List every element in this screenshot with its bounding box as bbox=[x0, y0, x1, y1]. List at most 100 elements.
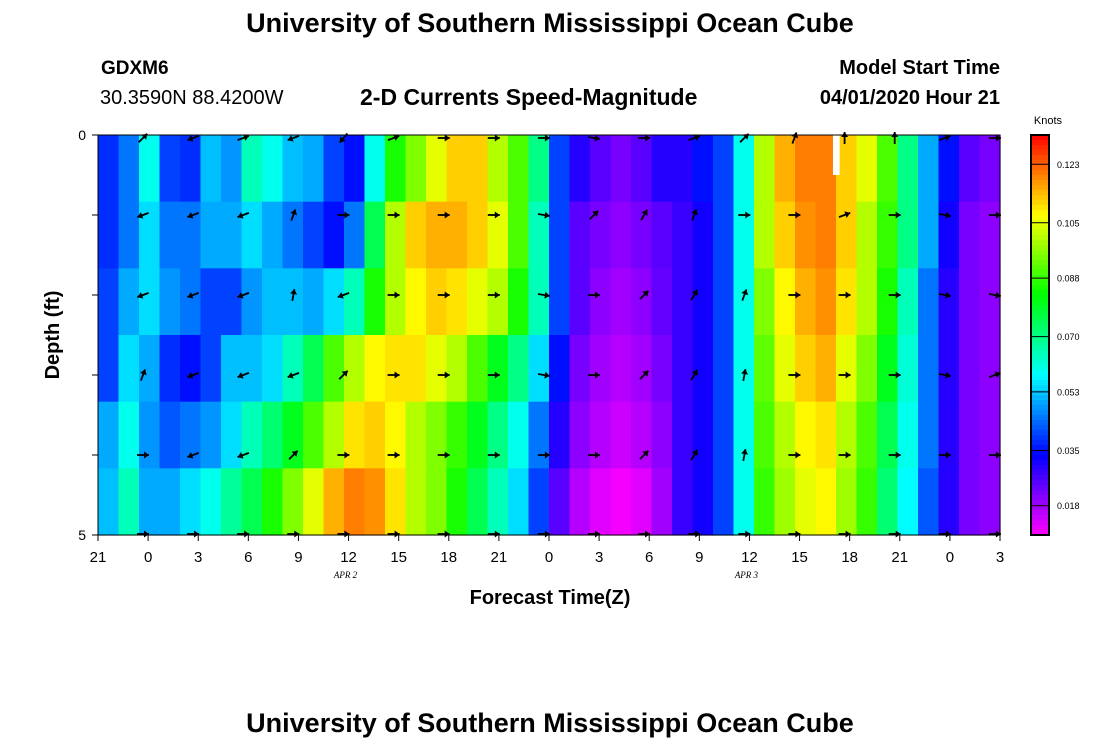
heatmap-cell bbox=[754, 401, 776, 469]
heatmap-cell bbox=[877, 201, 899, 269]
heatmap-cell bbox=[221, 401, 243, 469]
colorbar-swatch bbox=[1031, 445, 1049, 451]
arrow-head bbox=[845, 371, 851, 379]
arrow-head bbox=[444, 530, 450, 538]
current-arrow bbox=[187, 292, 200, 299]
arrow-head bbox=[844, 211, 851, 218]
arrow-head bbox=[344, 211, 350, 219]
arrow-head bbox=[187, 452, 194, 459]
arrow-head bbox=[945, 371, 951, 379]
heatmap-cell bbox=[364, 135, 386, 203]
arrow-head bbox=[995, 530, 1001, 538]
current-arrow bbox=[888, 371, 901, 379]
arrow-head bbox=[944, 134, 951, 141]
heatmap-cell bbox=[426, 401, 448, 469]
arrow-head bbox=[595, 530, 600, 538]
heatmap-cell bbox=[180, 135, 202, 203]
current-arrow bbox=[437, 134, 450, 142]
colorbar-swatch bbox=[1031, 410, 1049, 416]
x-tick-label: 3 bbox=[996, 549, 1004, 566]
heatmap-cell bbox=[98, 401, 120, 469]
arrow-head bbox=[745, 530, 751, 538]
colorbar: 0.123 0.105 0.088 0.070 0.053 0.035 0.018 bbox=[1030, 134, 1080, 536]
heatmap-cell bbox=[713, 401, 735, 469]
colorbar-tick-label: 0.053 bbox=[1057, 387, 1080, 397]
colorbar-swatch bbox=[1031, 255, 1049, 261]
heatmap-cell bbox=[282, 335, 304, 403]
arrow-head bbox=[237, 372, 244, 379]
arrow-head bbox=[642, 450, 649, 457]
heatmap-cell bbox=[979, 335, 1001, 403]
current-arrow bbox=[738, 211, 751, 219]
arrow-head bbox=[187, 372, 194, 379]
colorbar-swatch bbox=[1031, 270, 1049, 276]
heatmap-cell bbox=[364, 401, 386, 469]
arrow-head bbox=[294, 530, 300, 538]
colorbar-swatch bbox=[1031, 480, 1049, 486]
current-arrow bbox=[691, 209, 698, 221]
heatmap-cell bbox=[651, 135, 673, 203]
arrow-head bbox=[895, 211, 901, 219]
arrow-head bbox=[691, 289, 698, 296]
arrow-head bbox=[244, 530, 250, 538]
current-arrow bbox=[588, 451, 600, 459]
colorbar-swatch bbox=[1031, 215, 1049, 221]
heatmap-cell bbox=[487, 468, 509, 536]
arrow-head bbox=[291, 450, 298, 457]
heatmap-cell bbox=[692, 335, 714, 403]
colorbar-swatch bbox=[1031, 260, 1049, 266]
heatmap-cell bbox=[651, 468, 673, 536]
heatmap-cell bbox=[713, 335, 735, 403]
heatmap-cell bbox=[528, 335, 550, 403]
heatmap-cell bbox=[569, 468, 591, 536]
arrow-head bbox=[394, 291, 400, 299]
x-tick-label: 0 bbox=[144, 549, 152, 566]
heatmap-cell bbox=[959, 468, 981, 536]
heatmap-cell bbox=[241, 268, 263, 336]
heatmap-cell bbox=[467, 135, 489, 203]
current-arrow bbox=[288, 450, 299, 460]
arrow-head bbox=[144, 530, 149, 538]
current-arrow bbox=[137, 212, 149, 219]
footer-title: University of Southern Mississippi Ocean… bbox=[246, 708, 854, 738]
heatmap-cell bbox=[836, 401, 858, 469]
arrow-head bbox=[592, 210, 599, 217]
colorbar-swatch bbox=[1031, 205, 1049, 211]
heatmap-cell bbox=[385, 135, 407, 203]
heatmap-cell bbox=[918, 401, 940, 469]
current-arrow bbox=[537, 530, 550, 538]
heatmap-cell bbox=[118, 201, 140, 269]
heatmap-cell bbox=[733, 201, 755, 269]
x-tick-label: 12 bbox=[741, 549, 758, 566]
arrow-head bbox=[741, 289, 748, 296]
arrow-head bbox=[444, 371, 450, 379]
heatmap-cell bbox=[733, 335, 755, 403]
colorbar-swatch bbox=[1031, 200, 1049, 206]
heatmap-cell bbox=[118, 401, 140, 469]
heatmap-cell bbox=[754, 201, 776, 269]
heatmap-cell bbox=[692, 268, 714, 336]
current-arrow bbox=[588, 530, 600, 538]
heatmap-cell bbox=[897, 135, 919, 203]
arrow-head bbox=[595, 371, 600, 379]
current-arrow bbox=[237, 372, 250, 379]
colorbar-swatch bbox=[1031, 155, 1049, 161]
heatmap-cell bbox=[815, 401, 837, 469]
x-tick-label: 21 bbox=[891, 549, 908, 566]
heatmap-cell bbox=[815, 201, 837, 269]
current-arrow bbox=[437, 530, 450, 538]
heatmap-cell bbox=[672, 401, 694, 469]
current-arrow bbox=[537, 291, 550, 299]
colorbar-swatch bbox=[1031, 180, 1049, 186]
heatmap-cell bbox=[200, 135, 222, 203]
heatmap-cell bbox=[569, 335, 591, 403]
colorbar-swatch bbox=[1031, 500, 1049, 506]
heatmap-cell bbox=[241, 335, 263, 403]
colorbar-swatch bbox=[1031, 520, 1049, 526]
heatmap-cell bbox=[549, 135, 571, 203]
heatmap-cell bbox=[549, 468, 571, 536]
arrow-head bbox=[344, 451, 350, 459]
current-arrow bbox=[387, 451, 400, 459]
heatmap-cell bbox=[159, 468, 181, 536]
heatmap-cell bbox=[733, 268, 755, 336]
